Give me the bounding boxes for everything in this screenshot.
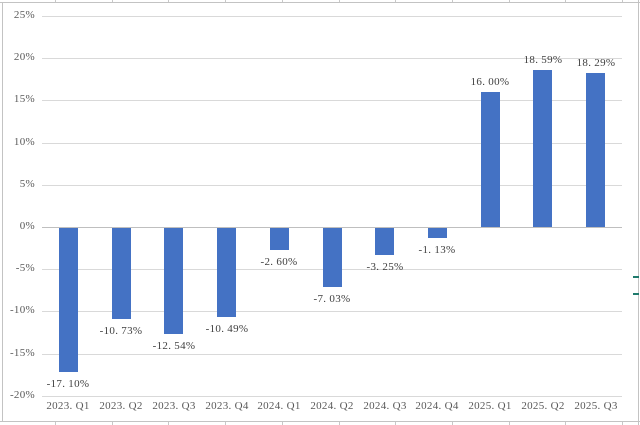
gridline — [42, 185, 622, 186]
bar-2023.Q1 — [59, 228, 78, 372]
data-label: -17. 10% — [46, 378, 90, 390]
y-axis-tick-label: -15% — [9, 347, 35, 359]
x-axis-tick-label: 2023. Q2 — [99, 400, 143, 412]
cell-tick — [282, 422, 283, 425]
data-label: 18. 59% — [523, 54, 563, 66]
chart-border-bottom — [0, 421, 640, 422]
bar-2025.Q3 — [586, 73, 605, 227]
data-label: 16. 00% — [470, 76, 510, 88]
bar-2025.Q1 — [481, 92, 500, 227]
zero-axis-line — [42, 227, 622, 228]
bar-2024.Q2 — [323, 228, 342, 287]
gridline — [42, 100, 622, 101]
x-axis-tick-label: 2023. Q1 — [46, 400, 90, 412]
cell-tick — [395, 422, 396, 425]
x-axis-tick-label: 2025. Q2 — [521, 400, 565, 412]
data-label: -10. 73% — [99, 325, 143, 337]
y-axis-tick-label: 25% — [13, 9, 35, 21]
cell-tick — [168, 422, 169, 425]
y-axis-tick-label: 15% — [13, 93, 35, 105]
y-axis-tick-label: 5% — [19, 178, 35, 190]
cell-tick — [112, 422, 113, 425]
bar-2024.Q3 — [375, 228, 394, 255]
selection-handle — [633, 293, 639, 295]
gridline — [42, 396, 622, 397]
cell-tick — [339, 422, 340, 425]
bar-2023.Q3 — [164, 228, 183, 334]
cell-tick — [622, 422, 623, 425]
data-label: -12. 54% — [152, 340, 196, 352]
cell-tick — [282, 0, 283, 2]
chart-border-left — [2, 2, 3, 421]
gridline — [42, 58, 622, 59]
x-axis-tick-label: 2024. Q1 — [257, 400, 301, 412]
bar-2024.Q1 — [270, 228, 289, 250]
data-label: -2. 60% — [260, 256, 298, 268]
y-axis-tick-label: -10% — [9, 304, 35, 316]
x-axis-tick-label: 2023. Q4 — [205, 400, 249, 412]
chart-border-right — [638, 0, 639, 425]
data-label: -7. 03% — [313, 293, 351, 305]
data-label: -3. 25% — [366, 261, 404, 273]
bar-2025.Q2 — [533, 70, 552, 227]
cell-tick — [509, 422, 510, 425]
data-label: -1. 13% — [418, 244, 456, 256]
cell-tick — [565, 0, 566, 2]
data-label: -10. 49% — [205, 323, 249, 335]
cell-tick — [565, 422, 566, 425]
cell-tick — [339, 0, 340, 2]
x-axis-tick-label: 2023. Q3 — [152, 400, 196, 412]
x-axis-tick-label: 2025. Q1 — [468, 400, 512, 412]
chart-border-top — [0, 2, 640, 3]
x-axis-tick-label: 2024. Q4 — [415, 400, 459, 412]
y-axis-tick-label: -5% — [15, 262, 35, 274]
cell-tick — [112, 0, 113, 2]
y-axis-tick-label: 0% — [19, 220, 35, 232]
gridline — [42, 311, 622, 312]
cell-tick — [452, 422, 453, 425]
bar-2023.Q4 — [217, 228, 236, 317]
y-axis-tick-label: -20% — [9, 389, 35, 401]
x-axis-tick-label: 2025. Q3 — [574, 400, 618, 412]
cell-tick — [225, 422, 226, 425]
cell-tick — [168, 0, 169, 2]
gridline — [42, 354, 622, 355]
cell-tick — [452, 0, 453, 2]
x-axis-tick-label: 2024. Q3 — [363, 400, 407, 412]
bar-2023.Q2 — [112, 228, 131, 319]
cell-tick — [395, 0, 396, 2]
bar-2024.Q4 — [428, 228, 447, 238]
selection-handle — [633, 276, 639, 278]
gridline — [42, 143, 622, 144]
x-axis-tick-label: 2024. Q2 — [310, 400, 354, 412]
y-axis-tick-label: 10% — [13, 136, 35, 148]
cell-tick — [55, 0, 56, 2]
y-axis-tick-label: 20% — [13, 51, 35, 63]
cell-tick — [622, 0, 623, 2]
cell-tick — [55, 422, 56, 425]
cell-tick — [509, 0, 510, 2]
gridline — [42, 16, 622, 17]
cell-tick — [225, 0, 226, 2]
data-label: 18. 29% — [576, 57, 616, 69]
